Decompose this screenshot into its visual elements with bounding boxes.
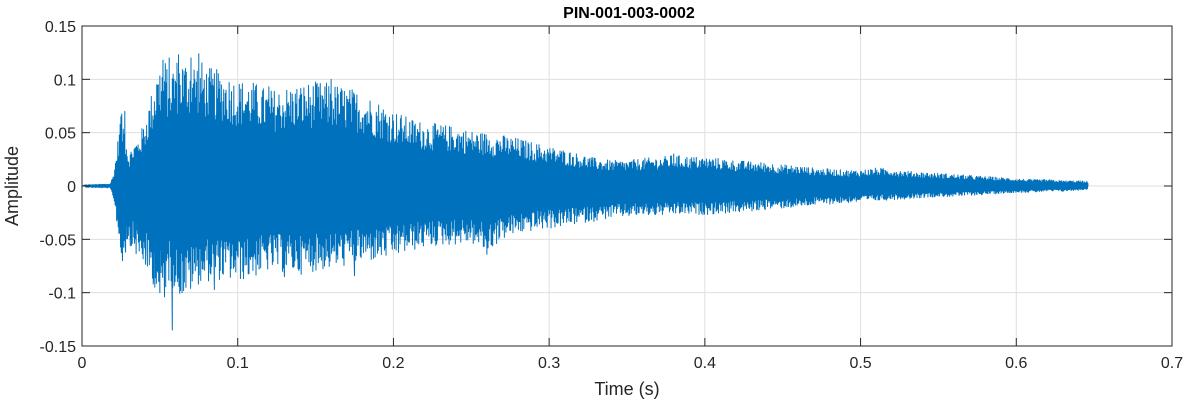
x-tick-label: 0.1 bbox=[227, 355, 249, 372]
waveform-series bbox=[81, 53, 1089, 331]
chart-title: PIN-001-003-0002 bbox=[563, 5, 695, 22]
x-axis-title: Time (s) bbox=[594, 379, 659, 399]
y-tick-label: 0.05 bbox=[45, 126, 76, 143]
y-tick-label: 0 bbox=[67, 179, 76, 196]
x-tick-label: 0.4 bbox=[694, 355, 716, 372]
x-tick-label: 0.7 bbox=[1161, 355, 1183, 372]
x-tick-label: 0 bbox=[78, 355, 87, 372]
x-tick-label: 0.2 bbox=[382, 355, 404, 372]
y-tick-label: -0.1 bbox=[48, 286, 76, 303]
y-tick-label: 0.15 bbox=[45, 19, 76, 36]
x-axis-ticks: 0 0.1 0.2 0.3 0.4 0.5 0.6 0.7 bbox=[78, 26, 1183, 372]
x-tick-label: 0.3 bbox=[538, 355, 560, 372]
y-tick-label: 0.1 bbox=[54, 72, 76, 89]
y-tick-label: -0.15 bbox=[40, 339, 77, 356]
x-tick-label: 0.6 bbox=[1005, 355, 1027, 372]
waveform-line bbox=[81, 53, 1089, 331]
y-tick-label: -0.05 bbox=[40, 232, 77, 249]
x-tick-label: 0.5 bbox=[849, 355, 871, 372]
y-axis-title: Amplitude bbox=[2, 146, 22, 226]
y-axis-ticks: 0.15 0.1 0.05 0 -0.05 -0.1 -0.15 bbox=[40, 19, 1172, 356]
